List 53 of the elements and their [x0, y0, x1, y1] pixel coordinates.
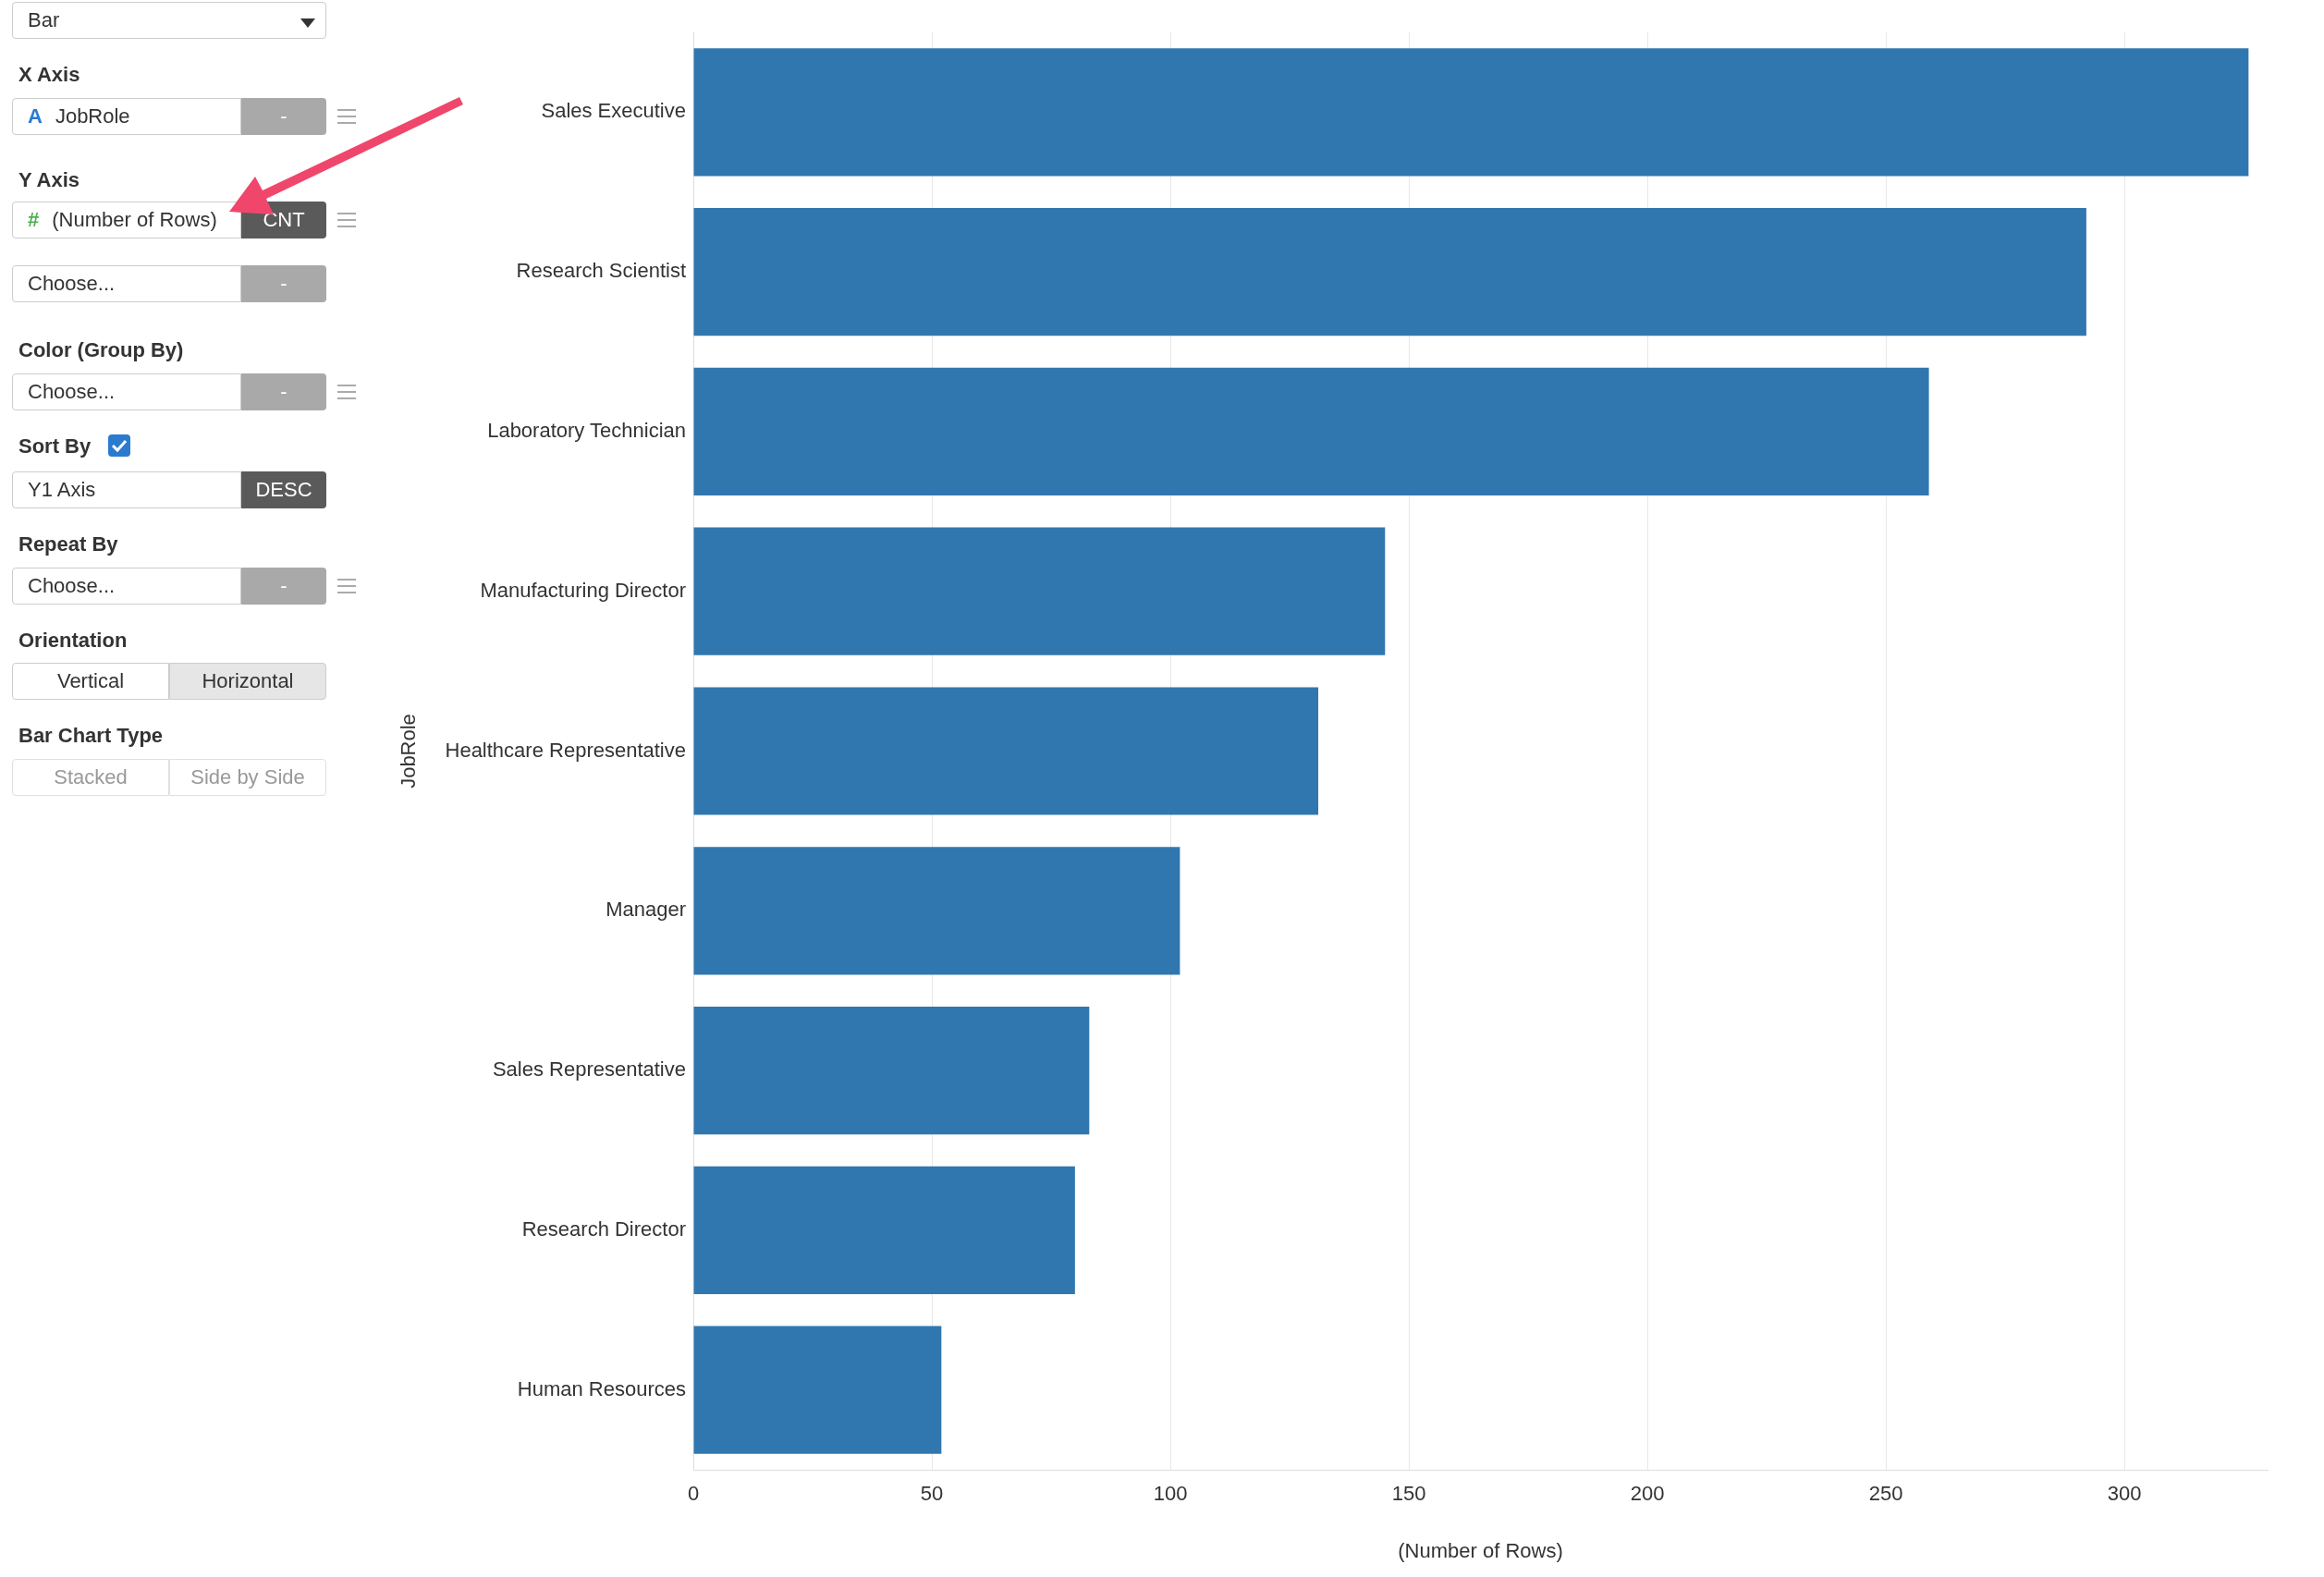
- text: Choose...: [28, 272, 116, 296]
- y-tick-label: Manufacturing Director: [480, 578, 686, 602]
- text: Sort By: [18, 434, 92, 459]
- bar: [693, 367, 1929, 496]
- x-axis-title: (Number of Rows): [1398, 1538, 1563, 1562]
- bar: [693, 208, 2086, 336]
- text: Orientation: [18, 628, 128, 654]
- y-tick-label: Research Director: [521, 1216, 686, 1241]
- bar: [693, 527, 1386, 655]
- y-tick-label: Manager: [605, 898, 686, 922]
- text: X Axis: [18, 62, 80, 88]
- text: JobRole: [55, 104, 130, 128]
- y-tick-label: Healthcare Representative: [445, 738, 686, 762]
- text: Color (Group By): [18, 337, 184, 363]
- text: Y Axis: [18, 167, 80, 193]
- bar: [693, 1006, 1090, 1135]
- text: Vertical: [12, 663, 169, 700]
- y-tick-label: Laboratory Technician: [487, 419, 686, 443]
- text: Y1 Axis: [28, 478, 96, 502]
- text: CNT: [241, 202, 326, 238]
- text: Choose...: [28, 380, 116, 404]
- text: A: [28, 104, 43, 128]
- x-tick-label: 0: [687, 1482, 700, 1506]
- y-tick-label: Research Scientist: [516, 259, 686, 283]
- text: Bar Chart Type: [18, 723, 164, 749]
- text: Horizontal: [169, 663, 326, 700]
- x-tick-label: 100: [1153, 1482, 1188, 1506]
- text: DESC: [241, 471, 326, 508]
- text: -: [241, 373, 326, 410]
- bar: [693, 687, 1319, 815]
- text: #: [28, 208, 40, 232]
- y-tick-label: Human Resources: [517, 1376, 686, 1400]
- x-tick-label: 250: [1868, 1482, 1903, 1506]
- x-tick-label: 150: [1391, 1482, 1426, 1506]
- x-tick-label: 300: [2107, 1482, 2142, 1506]
- bar: [693, 847, 1180, 975]
- bar: [693, 1166, 1075, 1294]
- text: Side by Side: [169, 759, 326, 796]
- text: -: [241, 265, 326, 302]
- text: -: [241, 98, 326, 135]
- y-tick-label: Sales Executive: [541, 99, 686, 123]
- y-tick-label: Sales Representative: [492, 1057, 686, 1082]
- bar: [693, 1326, 942, 1454]
- text: Stacked: [12, 759, 169, 796]
- text: (Number of Rows): [52, 208, 217, 232]
- text: Repeat By: [18, 532, 118, 557]
- y-axis-title: JobRole: [397, 714, 421, 788]
- bar: [693, 48, 2249, 177]
- x-tick-label: 50: [920, 1482, 944, 1506]
- text: Choose...: [28, 574, 116, 598]
- text: Bar: [12, 2, 326, 39]
- text: -: [241, 568, 326, 605]
- x-tick-label: 200: [1630, 1482, 1665, 1506]
